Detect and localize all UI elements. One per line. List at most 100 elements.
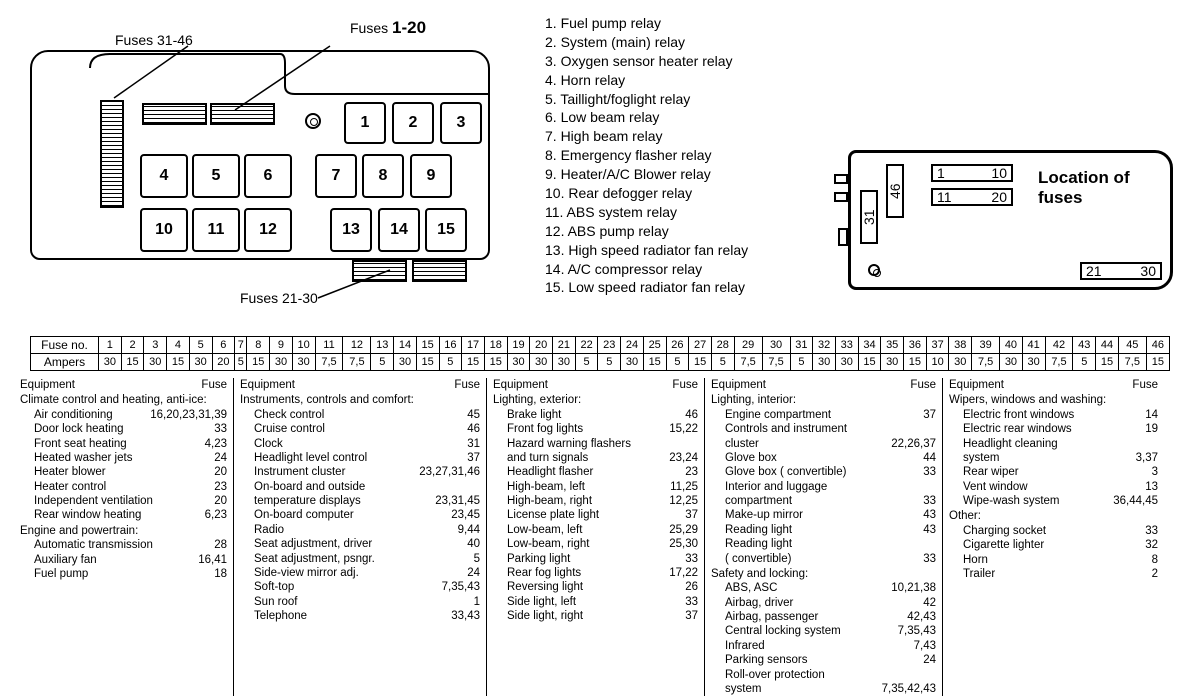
relay-list-item: 7. High beam relay [545, 127, 748, 146]
equipment-row: Sun roof1 [240, 595, 480, 609]
equipment-column: EquipmentFuseClimate control and heating… [10, 378, 233, 696]
fuse-amp: 15 [416, 354, 439, 371]
fuse-amp: 5 [575, 354, 598, 371]
equipment-row: Telephone33,43 [240, 609, 480, 623]
equipment-row: Soft-top7,35,43 [240, 580, 480, 594]
fuse-num: 19 [507, 337, 530, 354]
relay-list-item: 4. Horn relay [545, 71, 748, 90]
fuse-amp-table: Fuse no.12345678910111213141516171819202… [30, 336, 1170, 371]
relay-list-item: 2. System (main) relay [545, 33, 748, 52]
fuse-strip-icon [100, 100, 124, 208]
fuse-num: 16 [439, 337, 462, 354]
equipment-row: Horn8 [949, 553, 1158, 567]
fuse-amp: 30 [1000, 354, 1023, 371]
loc-box-21-30: 2130 [1080, 262, 1162, 280]
equipment-row: Electric rear windows19 [949, 422, 1158, 436]
equipment-row: Headlight cleaning [949, 437, 1158, 451]
equipment-row: Side light, right37 [493, 609, 698, 623]
row-label: Fuse no. [31, 337, 99, 354]
relay-list-item: 1. Fuel pump relay [545, 14, 748, 33]
fuse-amp: 15 [247, 354, 270, 371]
location-panel: Location of fuses 110 1120 2130 46 31 [828, 150, 1176, 300]
fuse-num: 24 [621, 337, 644, 354]
column-header: EquipmentFuse [949, 378, 1158, 392]
fuse-num: 31 [790, 337, 813, 354]
equipment-row: Reading light [711, 537, 936, 551]
fuse-box-diagram: Fuses 1-20 Fuses 31-46 Fuses 21-30 12345… [30, 8, 495, 298]
fuse-num: 29 [734, 337, 762, 354]
fuse-num: 7 [235, 337, 247, 354]
fuse-amp: 30 [507, 354, 530, 371]
equipment-row: Heater control23 [20, 480, 227, 494]
fuse-amp: 5 [598, 354, 621, 371]
relay-list: 1. Fuel pump relay2. System (main) relay… [545, 14, 748, 297]
column-header: EquipmentFuse [493, 378, 698, 392]
fuse-amp: 10 [926, 354, 949, 371]
equipment-row: Air conditioning16,20,23,31,39 [20, 408, 227, 422]
equipment-row: Vent window13 [949, 480, 1158, 494]
equipment-row: License plate light37 [493, 508, 698, 522]
fuse-num: 46 [1146, 337, 1169, 354]
fuse-num: 22 [575, 337, 598, 354]
fuse-strip-icon [352, 260, 407, 282]
fuse-amp: 7,5 [972, 354, 1000, 371]
equipment-row: Clock31 [240, 437, 480, 451]
fuse-num: 27 [689, 337, 712, 354]
fuse-num: 44 [1096, 337, 1119, 354]
fuse-amp: 15 [121, 354, 144, 371]
section-title: Wipers, windows and washing: [949, 393, 1158, 407]
equipment-row: Hazard warning flashers [493, 437, 698, 451]
equipment-row: Parking sensors24 [711, 653, 936, 667]
fuse-amp: 15 [689, 354, 712, 371]
fuse-num: 1 [99, 337, 122, 354]
equipment-row: Brake light46 [493, 408, 698, 422]
section-title: Instruments, controls and comfort: [240, 393, 480, 407]
fuse-num: 15 [416, 337, 439, 354]
equipment-row: Wipe-wash system36,44,45 [949, 494, 1158, 508]
fuse-num: 11 [315, 337, 343, 354]
section-title: Engine and powertrain: [20, 524, 227, 538]
loc-box-1-10: 110 [931, 164, 1013, 182]
fuse-num: 25 [643, 337, 666, 354]
fuse-amp: 5 [1073, 354, 1096, 371]
equipment-row: Reading light43 [711, 523, 936, 537]
equipment-column: EquipmentFuseLighting, exterior:Brake li… [486, 378, 704, 696]
equipment-row: Controls and instrument [711, 422, 936, 436]
equipment-row: system3,37 [949, 451, 1158, 465]
fuse-amp: 30 [270, 354, 293, 371]
equipment-row: Trailer2 [949, 567, 1158, 581]
fuse-num: 36 [904, 337, 927, 354]
fuse-num: 43 [1073, 337, 1096, 354]
fuse-amp: 30 [530, 354, 553, 371]
equipment-row: Heater blower20 [20, 465, 227, 479]
section-title: Climate control and heating, anti-ice: [20, 393, 227, 407]
fuse-amp: 30 [1022, 354, 1045, 371]
relay-box-10: 10 [140, 208, 188, 252]
relay-box-14: 14 [378, 208, 420, 252]
equipment-row: Charging socket33 [949, 524, 1158, 538]
fuse-amp: 15 [904, 354, 927, 371]
equipment-row: Independent ventilation20 [20, 494, 227, 508]
top-region: Fuses 1-20 Fuses 31-46 Fuses 21-30 12345… [0, 0, 1200, 320]
equipment-row: Radio9,44 [240, 523, 480, 537]
equipment-row: Heated washer jets24 [20, 451, 227, 465]
equipment-row: Door lock heating33 [20, 422, 227, 436]
relay-list-item: 14. A/C compressor relay [545, 260, 748, 279]
fuse-amp: 7,5 [762, 354, 790, 371]
fuse-num: 3 [144, 337, 167, 354]
equipment-row: Instrument cluster23,27,31,46 [240, 465, 480, 479]
fuse-num: 13 [371, 337, 394, 354]
relay-box-15: 15 [425, 208, 467, 252]
equipment-row: Low-beam, right25,30 [493, 537, 698, 551]
fuse-num: 40 [1000, 337, 1023, 354]
fuse-amp: 5 [711, 354, 734, 371]
relay-box-9: 9 [410, 154, 452, 198]
fuse-num: 6 [212, 337, 235, 354]
fuse-num: 23 [598, 337, 621, 354]
relay-list-item: 3. Oxygen sensor heater relay [545, 52, 748, 71]
fuse-num: 20 [530, 337, 553, 354]
equipment-row: Fuel pump18 [20, 567, 227, 581]
fuse-num: 4 [167, 337, 190, 354]
equipment-row: Seat adjustment, psngr.5 [240, 552, 480, 566]
fuse-num: 33 [835, 337, 858, 354]
